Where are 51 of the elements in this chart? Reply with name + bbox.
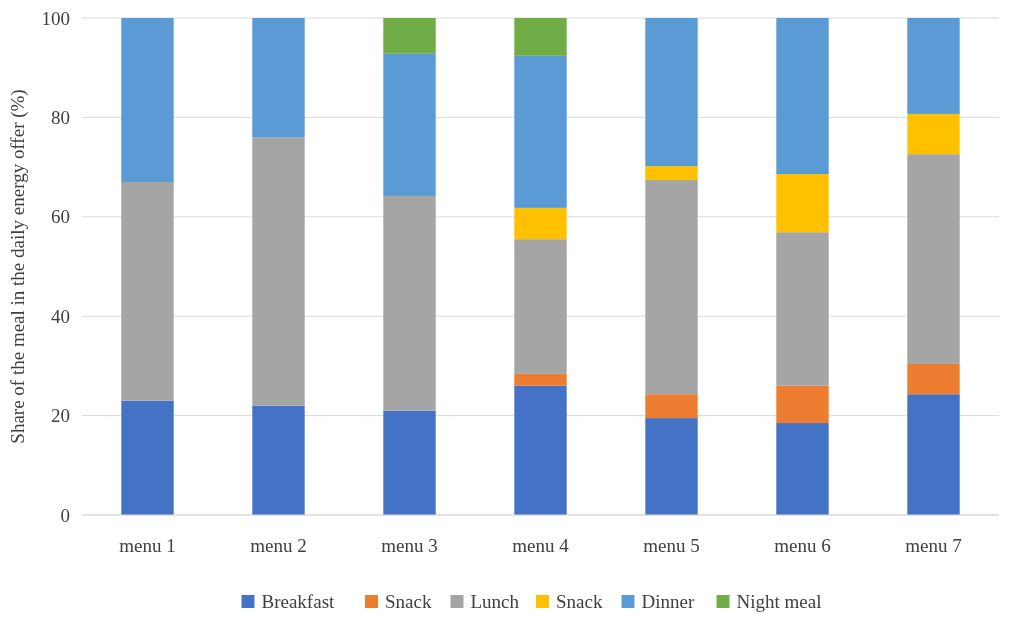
x-tick-label: menu 1 xyxy=(119,535,176,556)
bar xyxy=(121,18,174,183)
legend-label: Breakfast xyxy=(261,591,336,612)
bar xyxy=(383,195,436,411)
bar xyxy=(776,423,829,515)
bar xyxy=(907,18,960,114)
bar xyxy=(514,55,567,208)
bar xyxy=(776,385,829,424)
x-tick-label: menu 6 xyxy=(774,535,831,556)
y-tick-label: 0 xyxy=(60,504,70,526)
y-tick-label: 60 xyxy=(51,206,70,228)
bar xyxy=(252,405,305,515)
y-axis-title: Share of the meal in the daily energy offer (%) xyxy=(7,89,29,444)
legend-label: Lunch xyxy=(470,591,520,612)
bar xyxy=(645,180,698,395)
bar xyxy=(645,418,698,515)
y-tick-label: 80 xyxy=(51,107,70,129)
legend-label: Dinner xyxy=(641,591,695,612)
y-tick-label: 100 xyxy=(41,7,70,29)
bar xyxy=(252,18,305,138)
x-tick-label: menu 7 xyxy=(905,535,962,556)
bar xyxy=(907,394,960,515)
bar xyxy=(514,207,567,240)
bar xyxy=(645,18,698,167)
bar xyxy=(907,363,960,395)
bar xyxy=(383,410,436,515)
y-tick-label: 20 xyxy=(51,405,70,427)
bar xyxy=(383,53,436,196)
bar xyxy=(121,182,174,401)
y-tick-label: 40 xyxy=(51,305,70,327)
bar xyxy=(252,137,305,406)
legend-label: Night meal xyxy=(736,591,822,612)
x-tick-label: menu 3 xyxy=(381,535,438,556)
bar xyxy=(645,394,698,419)
bar xyxy=(383,18,436,54)
bar xyxy=(514,385,567,515)
legend-label: Snack xyxy=(556,591,603,612)
bar xyxy=(776,174,829,233)
bar xyxy=(907,154,960,364)
bar xyxy=(645,166,698,181)
x-tick-label: menu 2 xyxy=(250,535,307,556)
bar xyxy=(907,113,960,155)
x-tick-label: menu 5 xyxy=(643,535,700,556)
x-tick-label: menu 4 xyxy=(512,535,570,556)
bar xyxy=(514,18,567,56)
legend-label: Snack xyxy=(385,591,432,612)
bar xyxy=(776,232,829,386)
bar xyxy=(776,18,829,175)
bar xyxy=(514,373,567,386)
bar xyxy=(514,239,567,374)
bar xyxy=(121,400,174,515)
